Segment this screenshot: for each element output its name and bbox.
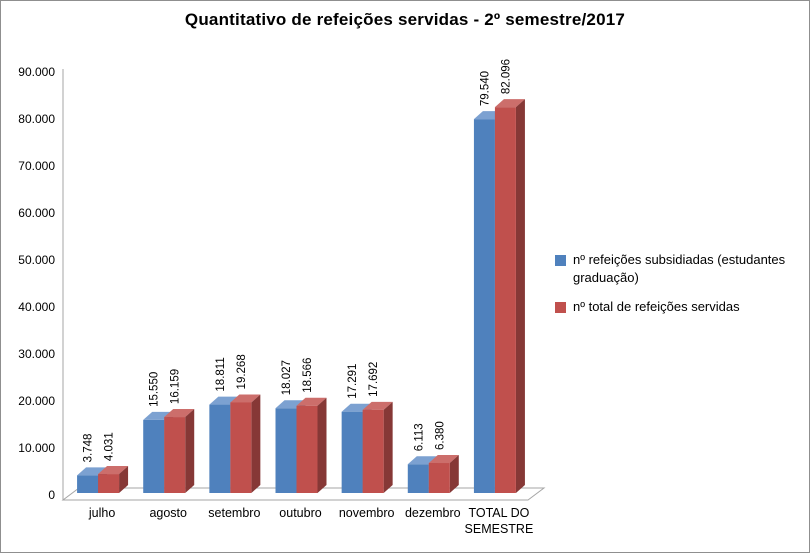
bar-side-face (119, 466, 129, 493)
legend-item-total-meals: nº total de refeições servidas (555, 298, 807, 316)
bar-side-face (251, 394, 261, 493)
bar-front-face (473, 119, 495, 494)
bar-front-face (494, 107, 516, 493)
x-category-label: agosto (149, 506, 187, 520)
x-category-label: julho (88, 506, 115, 520)
bar-front-face (341, 411, 363, 493)
bar-value-label: 15.550 (149, 372, 161, 407)
bar-front-face (209, 404, 231, 493)
bar-front-face (143, 419, 165, 493)
bar-front-face (98, 474, 120, 493)
bar-top-face (296, 397, 327, 406)
legend-swatch-red-icon (555, 302, 566, 314)
y-tick-label: 40.000 (18, 300, 55, 314)
bar-front-face (164, 417, 186, 493)
bar-front-face (428, 463, 450, 493)
bar-front-face (407, 464, 429, 493)
bar-value-label: 17.291 (347, 364, 359, 399)
x-category-label: setembro (208, 506, 260, 520)
x-category-label: dezembro (405, 506, 461, 520)
bar-front-face (77, 475, 99, 493)
bar-side-face (515, 99, 525, 493)
y-tick-label: 10.000 (18, 441, 55, 455)
bar-side-face (383, 401, 393, 493)
y-tick-label: 90.000 (18, 65, 55, 79)
y-tick-label: 30.000 (18, 347, 55, 361)
y-tick-label: 50.000 (18, 253, 55, 267)
bar-value-label: 82.096 (500, 59, 512, 94)
bar-top-face (362, 401, 393, 410)
bar-top-face (98, 466, 129, 475)
bar-side-face (449, 455, 459, 493)
bar-value-label: 17.692 (368, 362, 380, 397)
x-category-label: novembro (339, 506, 395, 520)
bar-value-label: 18.811 (215, 357, 227, 391)
bar-value-label: 19.268 (236, 354, 248, 389)
bar-value-label: 18.027 (281, 360, 293, 395)
legend: nº refeições subsidiadas (estudantes gra… (555, 251, 807, 328)
bar-value-label: 18.566 (302, 358, 314, 393)
bar-side-face (317, 397, 327, 493)
y-tick-label: 60.000 (18, 206, 55, 220)
legend-label-subsidized-meals: nº refeições subsidiadas (estudantes gra… (573, 252, 786, 286)
x-category-label: TOTAL DO SEMESTRE (465, 506, 534, 536)
legend-swatch-blue-icon (555, 255, 566, 266)
y-tick-label: 70.000 (18, 159, 55, 173)
y-tick-label: 0 (48, 488, 55, 502)
bar-top-face (230, 394, 261, 403)
legend-item-subsidized-meals: nº refeições subsidiadas (estudantes gra… (555, 251, 807, 287)
bar-value-label: 79.540 (479, 71, 491, 106)
bar-top-face (164, 409, 195, 418)
bar-front-face (296, 405, 318, 493)
x-category-label: outubro (279, 506, 321, 520)
bar-value-label: 6.380 (434, 421, 446, 450)
y-tick-label: 20.000 (18, 394, 55, 408)
bar-value-label: 4.031 (104, 432, 116, 461)
bar-value-label: 3.748 (83, 434, 95, 463)
y-tick-label: 80.000 (18, 112, 55, 126)
bar-front-face (275, 408, 297, 493)
bar-side-face (185, 409, 195, 493)
chart-title: Quantitativo de refeições servidas - 2º … (184, 10, 626, 29)
bar-value-label: 16.159 (170, 369, 182, 404)
bar-top-face (494, 99, 525, 108)
bar-top-face (428, 455, 459, 464)
bar-front-face (362, 409, 384, 493)
bar-value-label: 6.113 (413, 423, 425, 451)
bar-front-face (230, 402, 252, 493)
legend-label-total-meals: nº total de refeições servidas (573, 299, 740, 315)
